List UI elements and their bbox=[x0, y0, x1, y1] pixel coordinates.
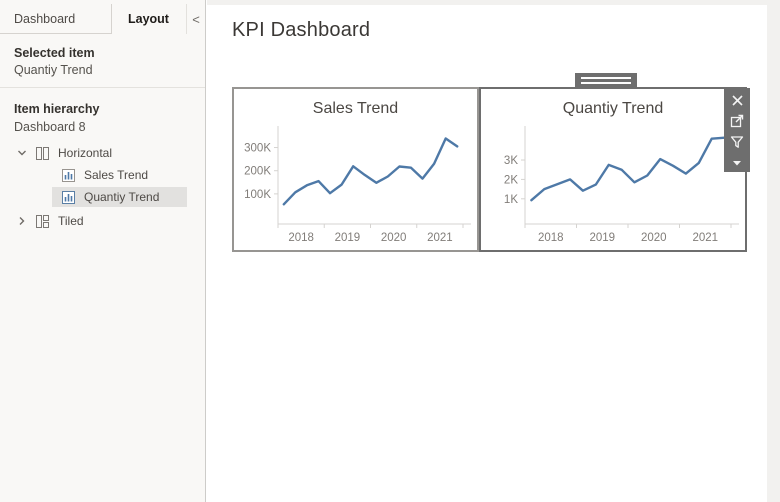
selected-item-section: Selected item Quantiy Trend bbox=[0, 34, 205, 88]
tree-item-label: Horizontal bbox=[58, 146, 113, 160]
handle-line bbox=[581, 77, 631, 79]
zone-quantiy-trend[interactable]: Quantiy Trend 3K 2K 1K 2018 2019 2020 2021 bbox=[479, 87, 747, 252]
tiled-container-icon bbox=[36, 214, 49, 228]
canvas-top-margin bbox=[207, 0, 780, 5]
svg-text:300K: 300K bbox=[244, 143, 271, 155]
zone-toolbar bbox=[724, 88, 750, 172]
tree-item-horizontal[interactable]: Horizontal bbox=[14, 142, 205, 164]
dashboard-canvas: KPI Dashboard Sales Trend 300K 200K 100K 20… bbox=[207, 0, 780, 502]
svg-text:100K: 100K bbox=[244, 189, 271, 201]
tree-item-label: Sales Trend bbox=[84, 168, 149, 182]
chart-title: Quantiy Trend bbox=[562, 100, 664, 117]
tree-item-tiled[interactable]: Tiled bbox=[14, 210, 205, 232]
chevron-down-icon[interactable] bbox=[16, 147, 28, 159]
selected-item-value: Quantiy Trend bbox=[14, 63, 93, 77]
svg-text:3K: 3K bbox=[504, 155, 518, 167]
canvas-right-margin bbox=[767, 0, 780, 502]
chevron-right-icon[interactable] bbox=[16, 215, 28, 227]
zone-sales-trend[interactable]: Sales Trend 300K 200K 100K 2018 2019 2020 2021 bbox=[232, 87, 479, 252]
sales-trend-plot: 300K 200K 100K 2018 2019 2020 2021 bbox=[234, 121, 477, 250]
layout-sidebar: Dashboard Layout < Selected item Quantiy… bbox=[0, 0, 206, 502]
sidebar-tabs: Dashboard Layout < bbox=[0, 4, 205, 34]
svg-text:2021: 2021 bbox=[692, 232, 718, 244]
item-hierarchy-label: Item hierarchy bbox=[14, 102, 100, 116]
svg-text:2021: 2021 bbox=[427, 232, 453, 244]
selected-tree-highlight: Quantiy Trend bbox=[52, 187, 188, 207]
tree-item-label: Tiled bbox=[58, 214, 84, 228]
selected-item-label: Selected item bbox=[14, 46, 95, 60]
svg-text:2018: 2018 bbox=[538, 232, 564, 244]
go-to-sheet-icon[interactable] bbox=[727, 112, 747, 131]
svg-text:2K: 2K bbox=[504, 174, 518, 186]
tree-item-quantiy-trend[interactable]: Quantiy Trend bbox=[14, 186, 205, 208]
svg-text:200K: 200K bbox=[244, 166, 271, 178]
hierarchy-root[interactable]: Dashboard 8 bbox=[14, 120, 86, 134]
tab-layout[interactable]: Layout bbox=[128, 12, 169, 26]
horizontal-container-icon bbox=[36, 146, 49, 160]
close-icon[interactable] bbox=[727, 91, 747, 110]
collapse-sidebar-icon[interactable]: < bbox=[186, 4, 205, 34]
menu-caret-icon[interactable] bbox=[727, 153, 747, 172]
svg-text:2018: 2018 bbox=[288, 232, 314, 244]
svg-text:2019: 2019 bbox=[335, 232, 361, 244]
sheet-chart-icon bbox=[62, 190, 75, 204]
chart-title: Sales Trend bbox=[312, 100, 399, 117]
svg-text:2019: 2019 bbox=[589, 232, 615, 244]
tree-item-label: Quantiy Trend bbox=[84, 190, 160, 204]
svg-text:1K: 1K bbox=[504, 194, 518, 206]
svg-text:2020: 2020 bbox=[381, 232, 407, 244]
filter-icon[interactable] bbox=[727, 133, 747, 152]
dashboard-title: KPI Dashboard bbox=[232, 19, 371, 41]
tab-dashboard[interactable]: Dashboard bbox=[0, 4, 112, 34]
zone-drag-handle[interactable] bbox=[575, 73, 637, 88]
quantiy-trend-plot: 3K 2K 1K 2018 2019 2020 2021 bbox=[481, 121, 745, 250]
item-hierarchy-section: Item hierarchy Dashboard 8 Horizontal bbox=[0, 88, 205, 232]
tree-item-sales-trend[interactable]: Sales Trend bbox=[14, 164, 205, 186]
handle-line bbox=[581, 82, 631, 84]
svg-text:2020: 2020 bbox=[641, 232, 667, 244]
sheet-chart-icon bbox=[62, 168, 75, 182]
